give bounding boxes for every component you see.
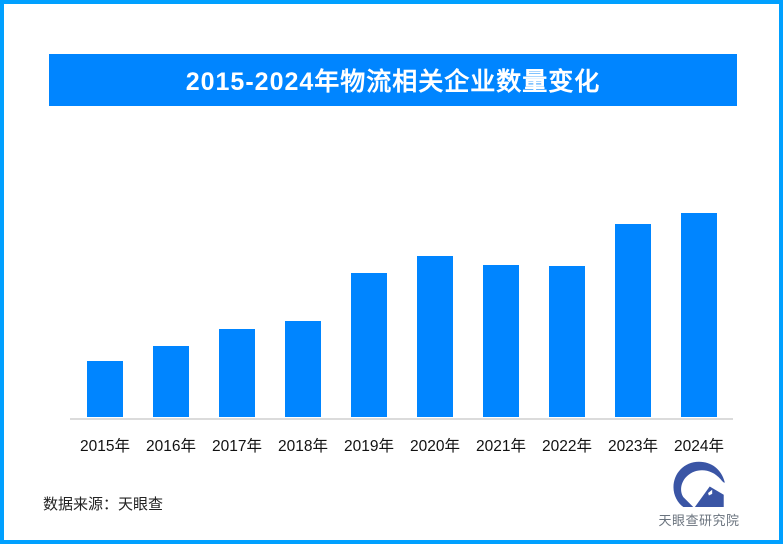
bar-2023年 — [615, 224, 651, 417]
data-source-label: 数据来源：天眼查 — [43, 496, 164, 513]
chart-title-banner: 2015-2024年物流相关企业数量变化 — [49, 54, 737, 106]
bar-2017年 — [219, 329, 255, 417]
tianyancha-logo: 天眼查研究院 — [634, 460, 764, 529]
x-tick-label: 2020年 — [410, 438, 460, 455]
chart-title: 2015-2024年物流相关企业数量变化 — [185, 68, 601, 96]
x-tick-label: 2023年 — [608, 438, 658, 455]
bar-2021年 — [483, 265, 519, 417]
x-tick-label: 2018年 — [278, 438, 328, 455]
bar-2020年 — [417, 256, 453, 417]
x-tick-label: 2019年 — [344, 438, 394, 455]
x-tick-label: 2017年 — [212, 438, 262, 455]
x-tick-label: 2022年 — [542, 438, 592, 455]
x-tick-label: 2021年 — [476, 438, 526, 455]
x-axis-line — [70, 418, 733, 420]
bar-2018年 — [285, 321, 321, 417]
tianyancha-logo-text: 天眼查研究院 — [658, 513, 740, 528]
bar-chart-plot-area — [70, 213, 733, 417]
bar-2024年 — [681, 213, 717, 417]
x-axis-labels: 2015年 2016年 2017年 2018年 2019年 2020年 2021年 2022年… — [70, 434, 733, 456]
bar-2019年 — [351, 273, 387, 417]
bar-2016年 — [153, 346, 189, 417]
bar-2015年 — [87, 361, 123, 417]
tianyancha-eye-icon — [673, 461, 725, 508]
x-tick-label: 2024年 — [674, 438, 724, 455]
x-tick-label: 2015年 — [80, 438, 130, 455]
x-tick-label: 2016年 — [146, 438, 196, 455]
bar-2022年 — [549, 266, 585, 417]
